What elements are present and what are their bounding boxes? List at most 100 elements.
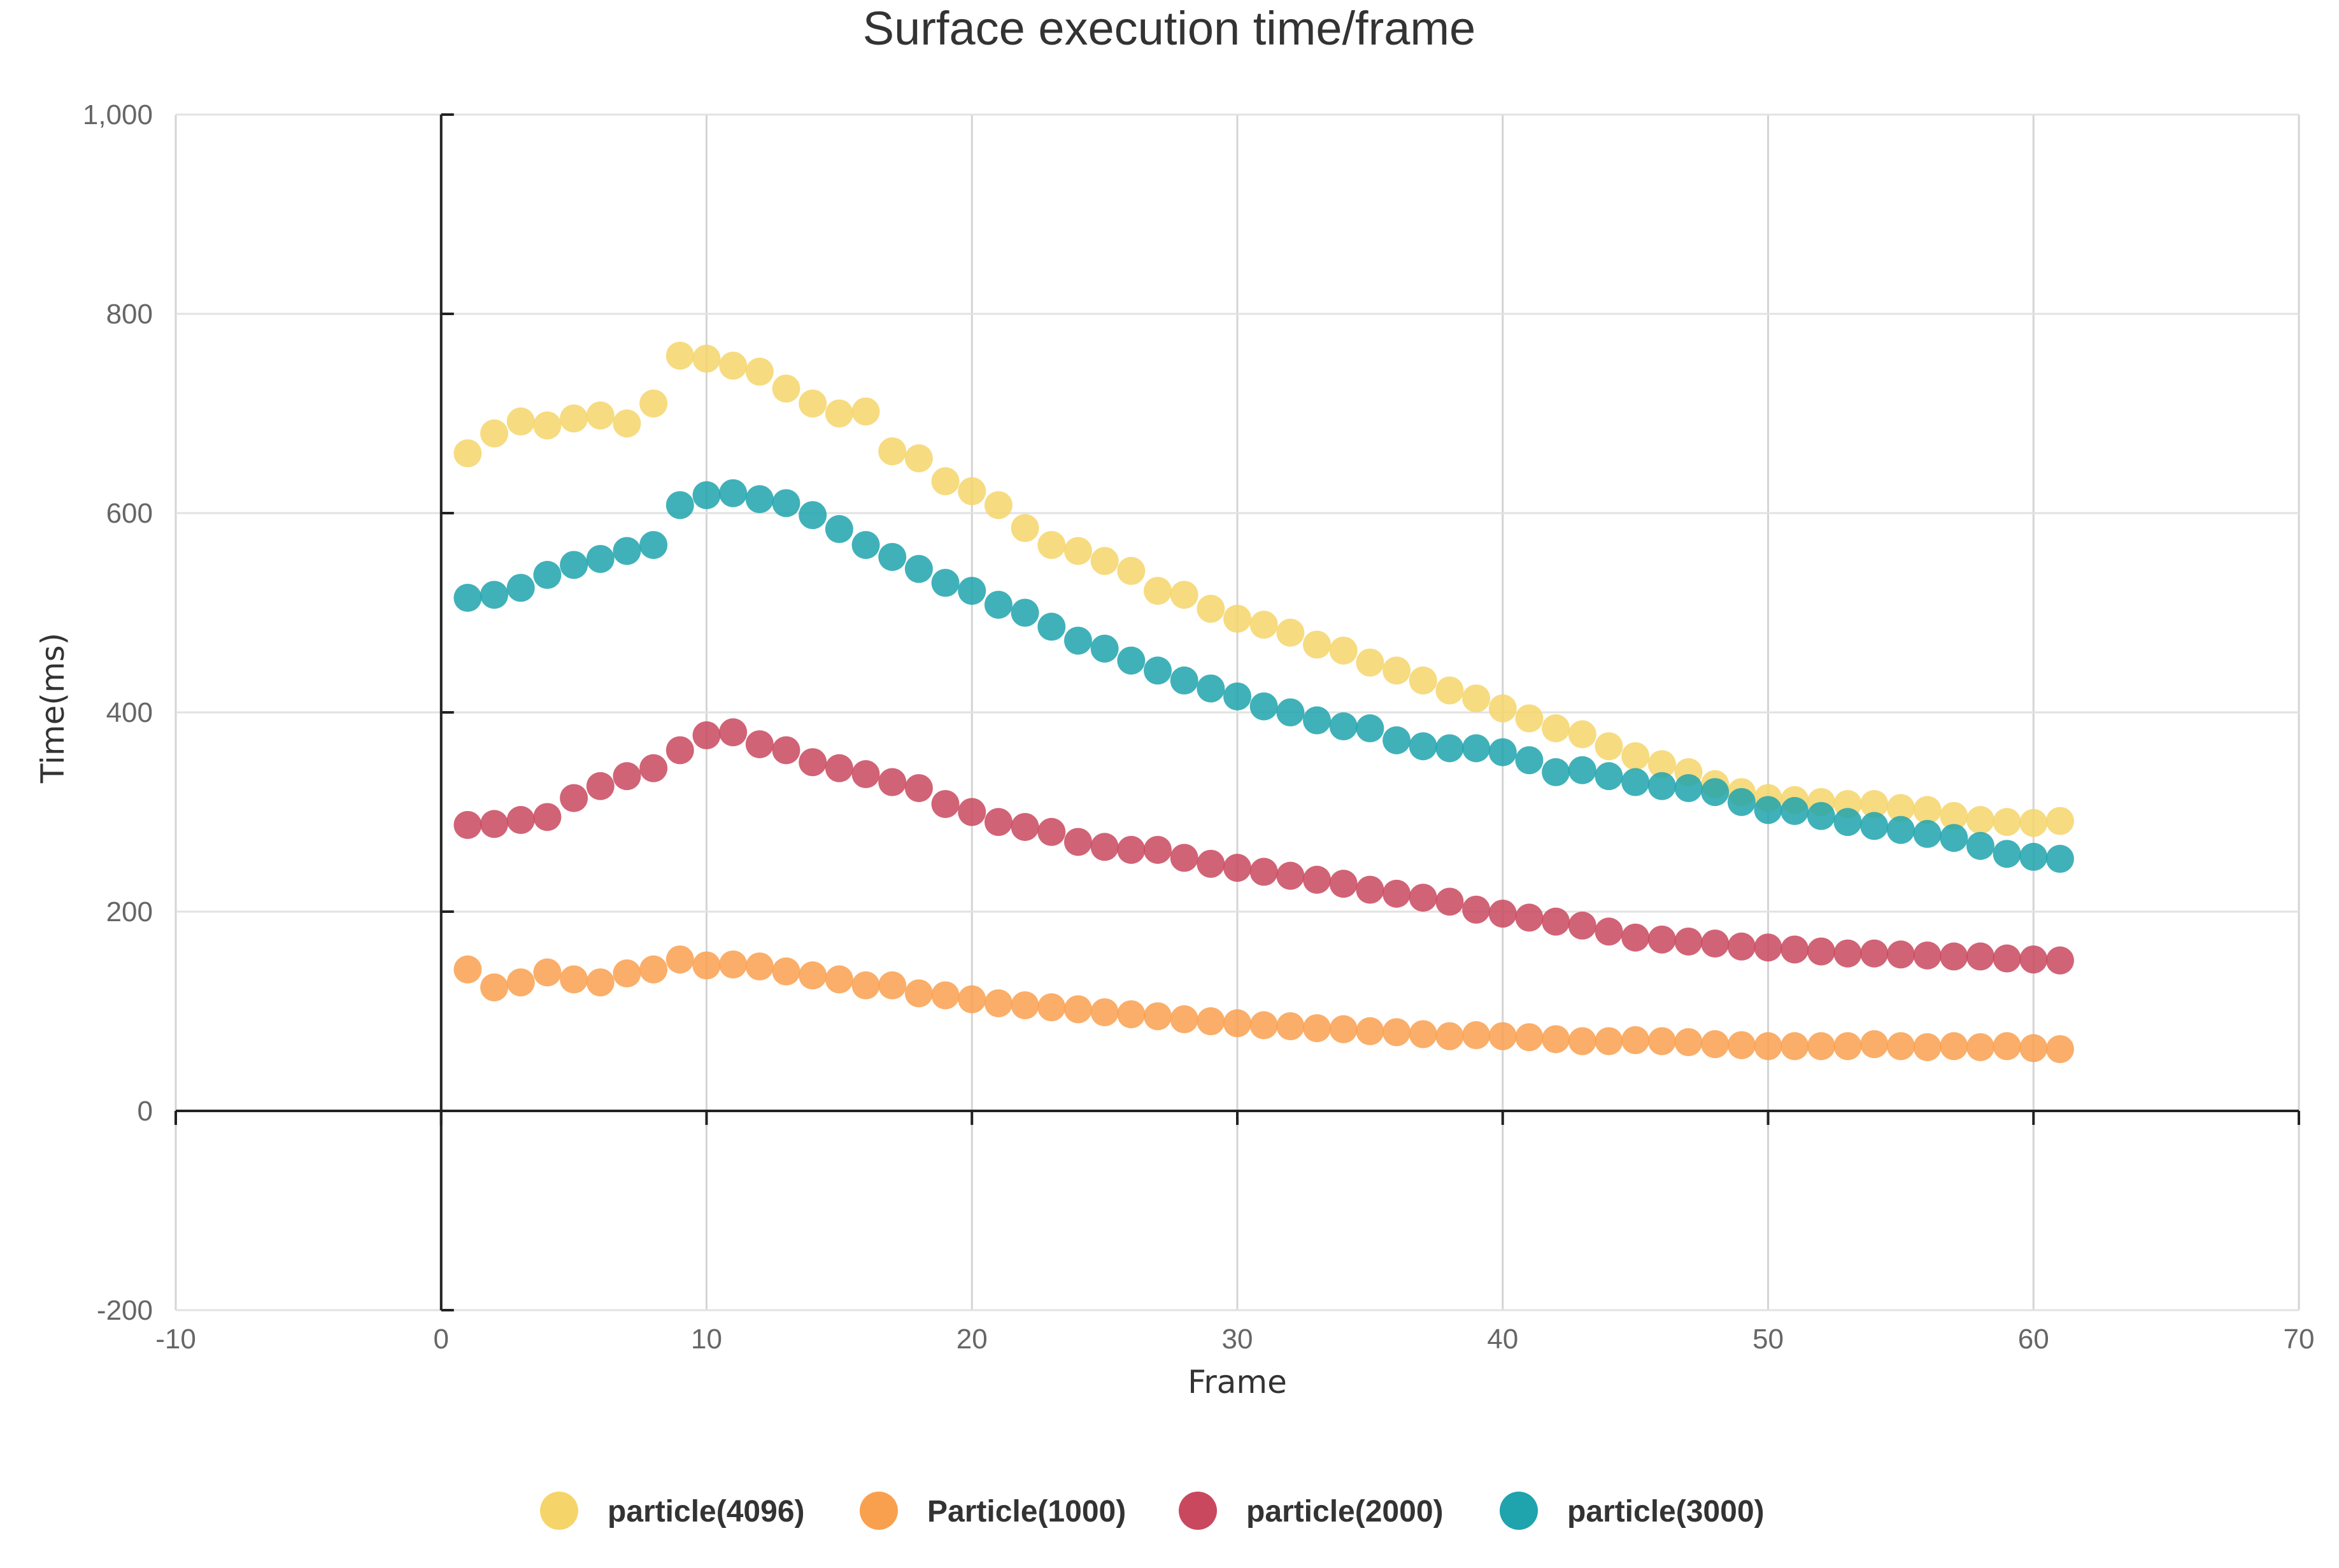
data-point <box>825 399 853 428</box>
data-point <box>1170 1005 1198 1034</box>
data-point <box>1011 991 1039 1020</box>
data-point <box>984 590 1013 619</box>
data-point <box>1090 547 1119 576</box>
data-point <box>1409 1020 1437 1049</box>
data-point <box>613 537 641 565</box>
data-point <box>586 401 615 430</box>
x-tick-label: 70 <box>2284 1324 2315 1355</box>
y-tick-label: -200 <box>97 1295 153 1326</box>
data-point <box>692 344 721 373</box>
data-point <box>1488 738 1517 766</box>
x-tick-label: 60 <box>2018 1324 2049 1355</box>
data-point <box>480 973 509 1001</box>
data-point <box>1037 993 1066 1022</box>
data-point <box>1727 788 1756 816</box>
data-point <box>984 491 1013 519</box>
data-point <box>851 760 880 789</box>
data-point <box>851 971 880 999</box>
data-point <box>1063 626 1092 655</box>
data-point <box>1647 750 1676 779</box>
data-point <box>1542 758 1570 786</box>
data-point <box>1276 618 1305 647</box>
data-point <box>560 404 588 433</box>
data-point <box>1966 1033 1994 1061</box>
legend-label: Particle(1000) <box>927 1495 1126 1529</box>
data-point <box>904 554 933 583</box>
data-point <box>1329 870 1358 898</box>
data-point <box>745 357 774 386</box>
data-point <box>1913 941 1942 970</box>
data-point <box>533 411 562 440</box>
data-point <box>1993 840 2021 868</box>
data-point <box>1276 1012 1305 1040</box>
data-point <box>1197 1007 1225 1036</box>
data-point <box>878 768 907 796</box>
data-point <box>639 754 668 782</box>
data-point <box>1063 828 1092 856</box>
data-point <box>1754 933 1782 962</box>
data-point <box>1329 712 1358 740</box>
data-point <box>1833 939 1862 968</box>
grid <box>174 113 2300 1311</box>
data-point <box>586 968 615 997</box>
data-point <box>1462 684 1491 713</box>
data-point <box>692 481 721 509</box>
data-point <box>665 341 694 370</box>
data-point <box>772 957 800 985</box>
data-point <box>1595 732 1623 761</box>
data-point <box>745 485 774 514</box>
data-point <box>1329 636 1358 665</box>
data-point <box>1356 714 1384 743</box>
data-point <box>453 810 482 839</box>
x-axis-title: Frame <box>1188 1364 1287 1401</box>
y-tick-label: 0 <box>138 1096 153 1127</box>
data-point <box>1303 865 1332 894</box>
legend-marker <box>1179 1492 1217 1530</box>
data-point <box>533 561 562 590</box>
data-point <box>904 773 933 802</box>
data-point <box>958 798 986 826</box>
data-point <box>1249 692 1278 721</box>
data-point <box>1435 734 1464 763</box>
data-point <box>1170 844 1198 872</box>
data-point <box>1727 1031 1756 1059</box>
data-point <box>1515 746 1544 775</box>
x-tick-label: 40 <box>1487 1324 1518 1355</box>
data-point <box>1701 1030 1730 1059</box>
data-point <box>692 951 721 980</box>
data-point <box>1860 789 1889 818</box>
data-point <box>1833 1032 1862 1061</box>
data-point <box>1143 1002 1172 1031</box>
data-point <box>1303 706 1332 735</box>
data-point <box>958 477 986 505</box>
data-point <box>1223 604 1251 633</box>
data-point <box>1647 772 1676 800</box>
data-point <box>825 965 853 994</box>
data-point <box>825 754 853 782</box>
data-point <box>1595 762 1623 791</box>
data-point <box>665 491 694 519</box>
data-point <box>1409 666 1437 695</box>
data-point <box>1037 531 1066 560</box>
data-point <box>1435 887 1464 916</box>
data-point <box>1197 674 1225 703</box>
data-point <box>1913 1033 1942 1061</box>
data-point <box>1542 1025 1570 1054</box>
data-point <box>931 981 960 1010</box>
data-point <box>719 479 748 507</box>
data-point <box>1488 900 1517 928</box>
data-point <box>480 810 509 838</box>
data-point <box>1940 1032 1968 1061</box>
data-point <box>772 374 800 403</box>
data-point <box>1037 612 1066 641</box>
data-point <box>1383 1018 1411 1047</box>
data-point <box>1781 796 1809 825</box>
data-point <box>958 577 986 605</box>
data-point <box>1568 756 1596 784</box>
data-point <box>1011 598 1039 627</box>
data-point <box>719 950 748 978</box>
data-point <box>2019 809 2048 837</box>
series-particle(2000) <box>453 718 2074 975</box>
data-point <box>1356 1017 1384 1045</box>
